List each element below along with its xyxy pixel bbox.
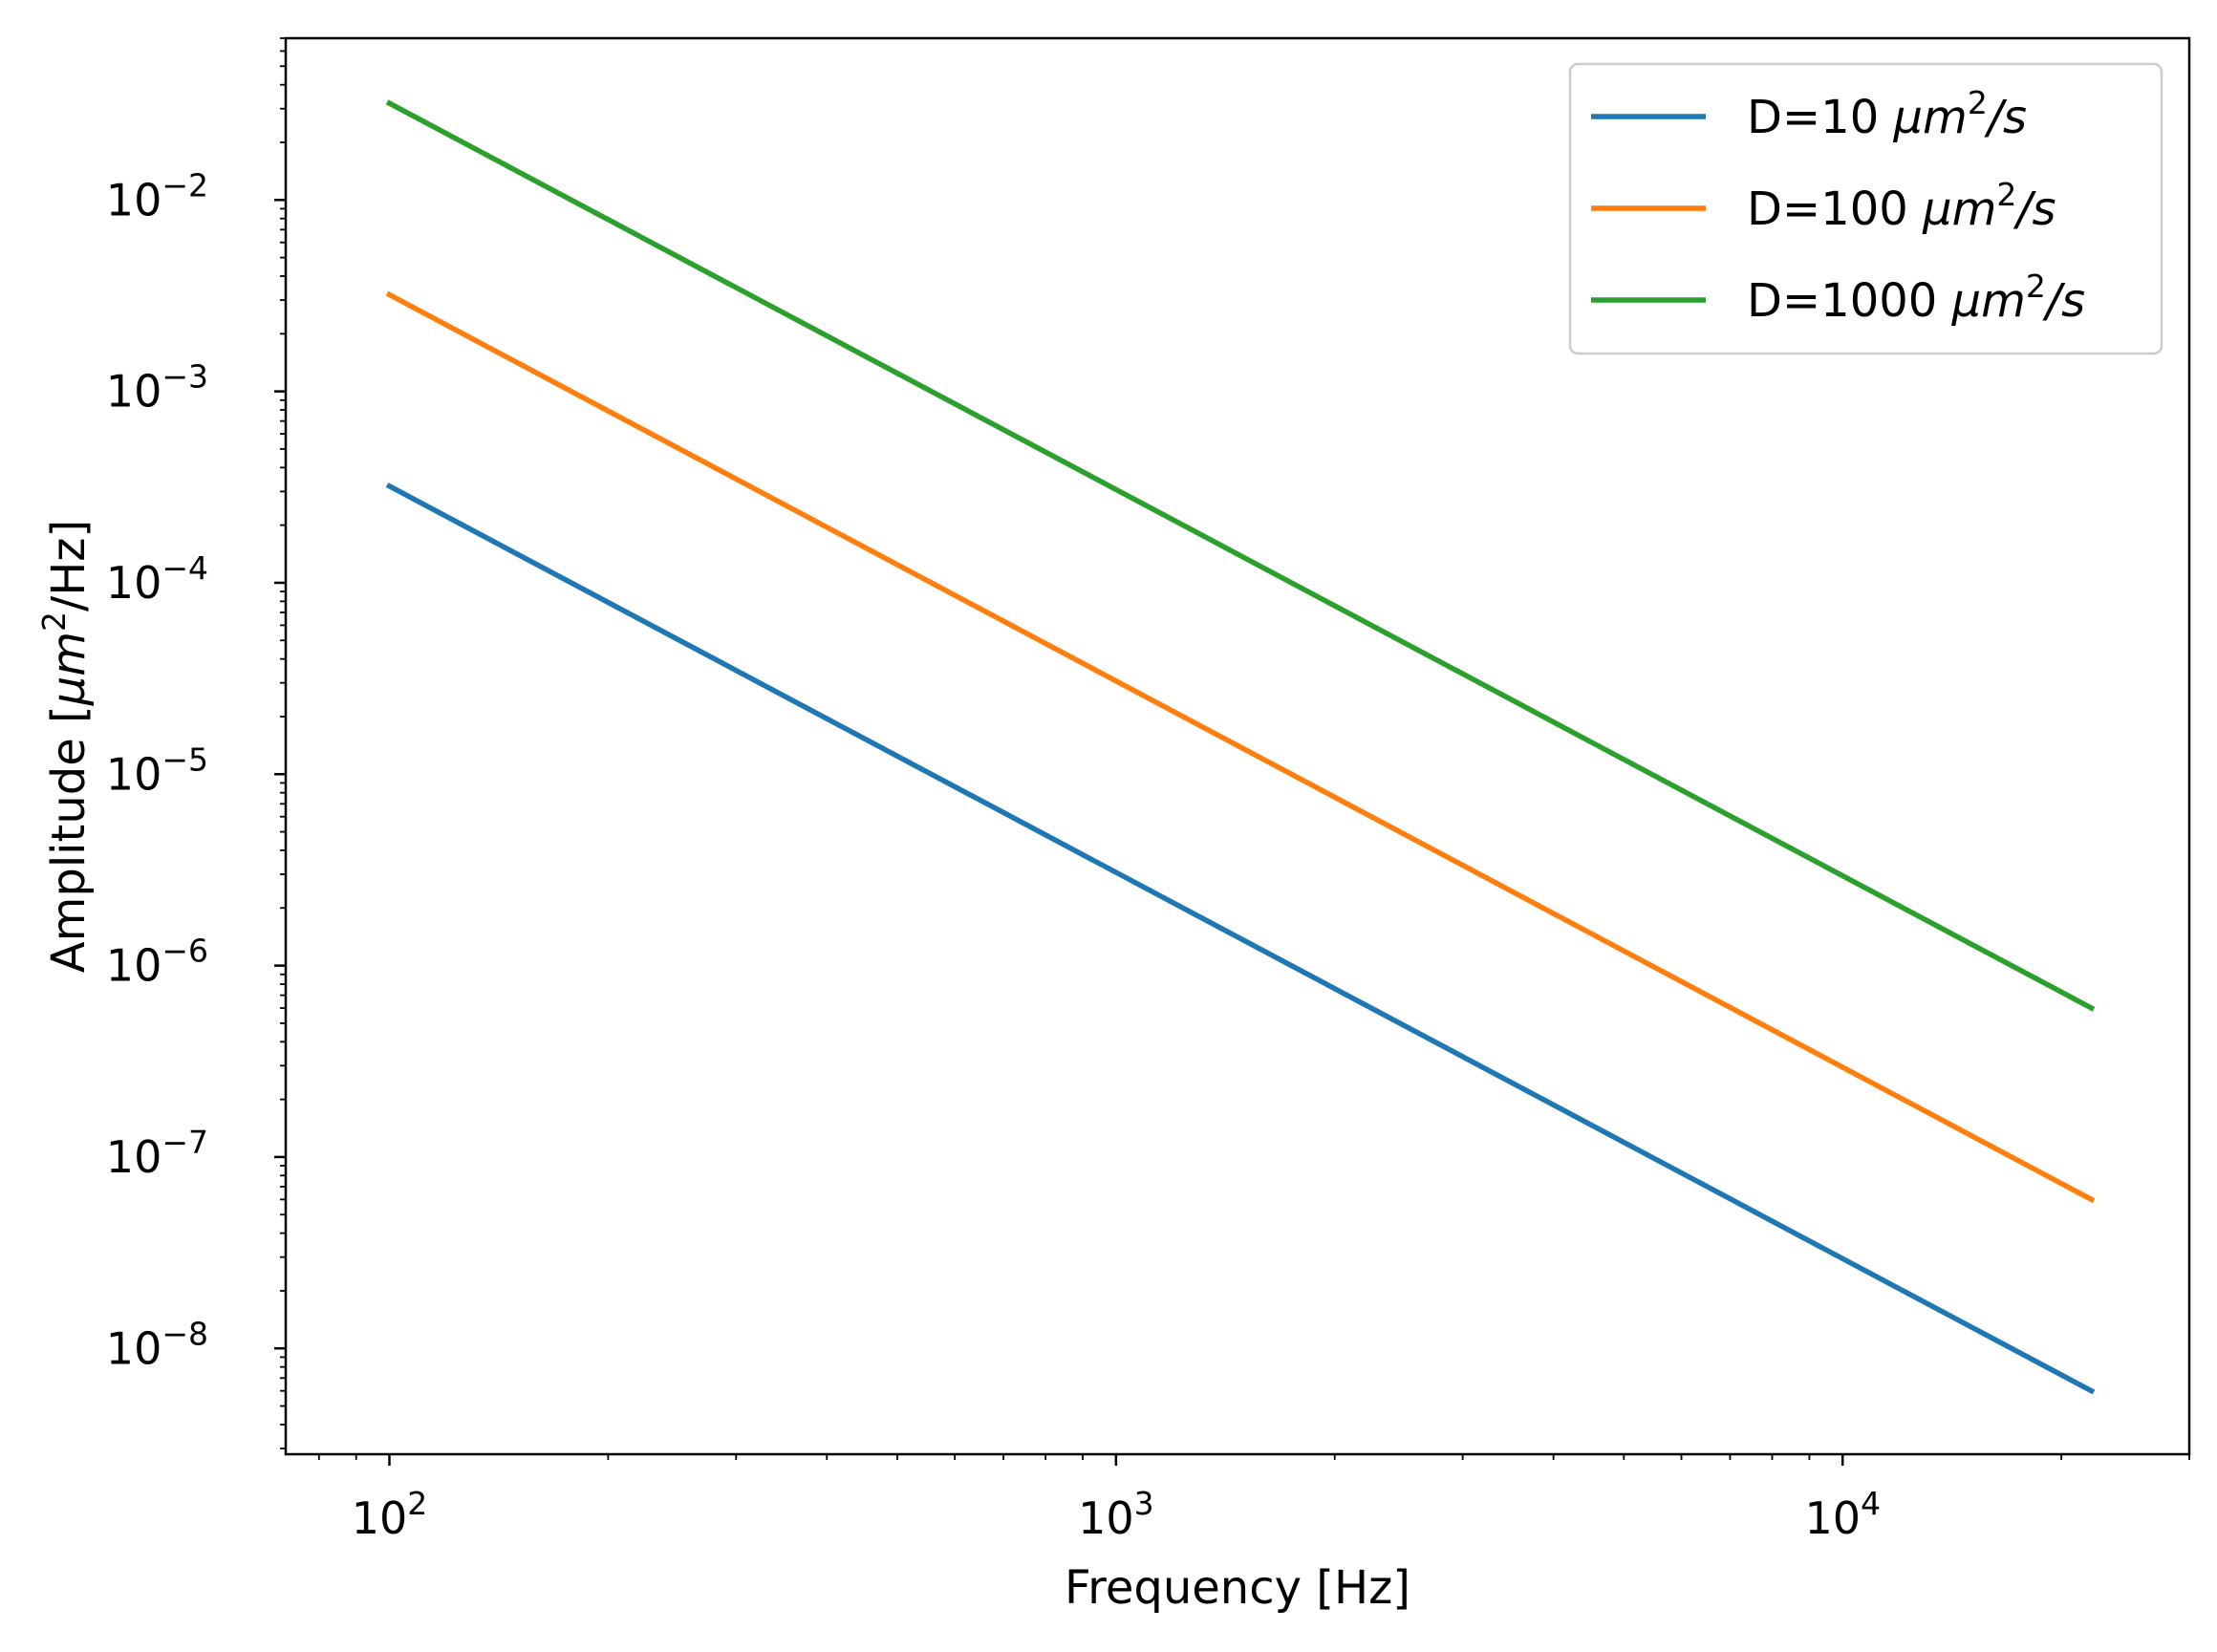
plot-frame: [284, 36, 2191, 1456]
x-tick-label: 103: [1078, 1485, 1154, 1544]
legend-label-1: D=100 μm2/s: [1747, 176, 2056, 236]
x-tick-label: 104: [1804, 1485, 1881, 1544]
y-tick-label: 10−4: [106, 549, 208, 609]
y-tick-label: 10−7: [106, 1124, 208, 1183]
legend-box: [1568, 62, 2163, 355]
series-layer: [385, 99, 2096, 1395]
x-tick-label: 102: [352, 1485, 428, 1544]
series-line-1: [385, 290, 2096, 1204]
y-tick-label: 10−3: [106, 358, 208, 418]
y-tick-label: 10−8: [106, 1315, 208, 1374]
y-tick-label: 10−6: [106, 933, 208, 992]
series-line-0: [385, 483, 2096, 1395]
legend-label-2: D=1000 μm2/s: [1747, 268, 2085, 328]
y-axis-label: Amplitude [μm2/Hz]: [35, 520, 96, 973]
series-line-2: [385, 99, 2096, 1012]
x-axis-label: Frequency [Hz]: [1065, 1561, 1410, 1615]
legend-label-0: D=10 μm2/s: [1747, 84, 2027, 144]
y-tick-label: 10−5: [106, 740, 208, 800]
ticks-layer: 102 103 104 10−2 10−3 10−4 10−5 10−6 10−7 10−8: [106, 37, 2190, 1544]
y-tick-label: 10−2: [106, 166, 208, 225]
legend: D=10 μm2/s D=100 μm2/s D=1000 μm2/s: [1568, 62, 2163, 355]
